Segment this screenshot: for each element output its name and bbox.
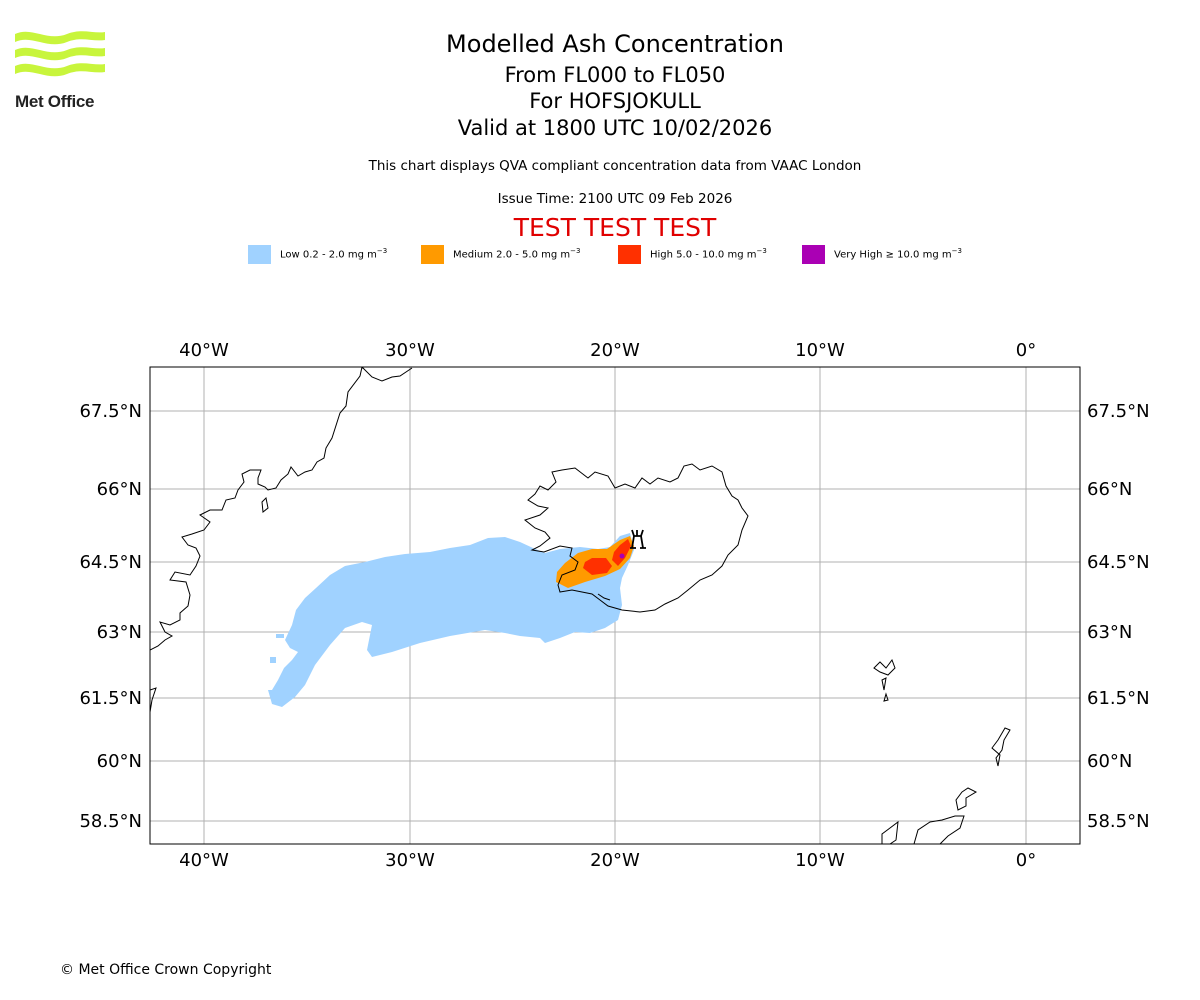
lat-tick-label: 63°N: [97, 622, 142, 643]
legend-item-very-high: Very High ≥ 10.0 mg m−3: [802, 244, 962, 264]
ash-low-area: [268, 533, 634, 707]
legend-swatch-medium: [421, 244, 444, 264]
lat-tick-label: 58.5°N: [79, 811, 142, 832]
lon-tick-label: 0°: [1016, 340, 1036, 361]
lon-tick-label: 10°W: [795, 850, 845, 871]
legend-label-low: Low 0.2 - 2.0 mg m−3: [280, 247, 388, 261]
ash-high-area: [583, 558, 612, 575]
lat-tick-label: 60°N: [1087, 751, 1132, 772]
legend: Low 0.2 - 2.0 mg m−3 Medium 2.0 - 5.0 mg…: [0, 244, 1200, 264]
legend-item-low: Low 0.2 - 2.0 mg m−3: [248, 244, 387, 264]
lat-tick-label: 66°N: [97, 479, 142, 500]
test-banner: TEST TEST TEST: [513, 213, 717, 242]
lat-tick-label: 58.5°N: [1087, 811, 1150, 832]
logo-text: Met Office: [15, 92, 95, 111]
lon-tick-label: 40°W: [179, 850, 229, 871]
lat-ticks-left: 67.5°N 66°N 64.5°N 63°N 61.5°N 60°N 58.5…: [79, 401, 142, 832]
legend-swatch-very-high: [802, 244, 825, 264]
ash-very-high-area: [619, 553, 625, 559]
lat-tick-label: 67.5°N: [79, 401, 142, 422]
legend-item-medium: Medium 2.0 - 5.0 mg m−3: [421, 244, 580, 264]
met-office-logo: [15, 31, 105, 77]
lon-tick-label: 0°: [1016, 850, 1036, 871]
lon-tick-label: 20°W: [590, 850, 640, 871]
lat-tick-label: 60°N: [97, 751, 142, 772]
lat-tick-label: 61.5°N: [79, 688, 142, 709]
lon-tick-label: 30°W: [385, 850, 435, 871]
greenland-coastline: [150, 367, 413, 651]
valid-time: Valid at 1800 UTC 10/02/2026: [457, 116, 773, 140]
lat-tick-label: 66°N: [1087, 479, 1132, 500]
legend-label-very-high: Very High ≥ 10.0 mg m−3: [834, 247, 962, 261]
chart-title: Modelled Ash Concentration: [446, 30, 784, 58]
legend-item-high: High 5.0 - 10.0 mg m−3: [618, 244, 767, 264]
volcano-icon: [630, 529, 646, 549]
iceland-coastline: [523, 463, 749, 613]
flight-levels: From FL000 to FL050: [504, 63, 726, 87]
lon-tick-label: 10°W: [795, 340, 845, 361]
lat-ticks-right: 67.5°N 66°N 64.5°N 63°N 61.5°N 60°N 58.5…: [1087, 401, 1150, 832]
lon-tick-label: 20°W: [590, 340, 640, 361]
orkney-coastline: [955, 787, 978, 811]
lon-ticks-bottom: 40°W 30°W 20°W 10°W 0°: [179, 850, 1036, 871]
shetland-coastline: [991, 727, 1011, 767]
faroe-islands: [873, 658, 896, 702]
map-frame: [149, 366, 1081, 845]
lon-tick-label: 30°W: [385, 340, 435, 361]
issue-time: Issue Time: 2100 UTC 09 Feb 2026: [497, 191, 733, 207]
copyright-notice: © Met Office Crown Copyright: [60, 962, 272, 978]
lat-tick-label: 64.5°N: [1087, 552, 1150, 573]
chart-subtitle: This chart displays QVA compliant concen…: [368, 158, 862, 174]
lat-tick-label: 67.5°N: [1087, 401, 1150, 422]
lon-ticks-top: 40°W 30°W 20°W 10°W 0°: [179, 340, 1036, 361]
legend-label-high: High 5.0 - 10.0 mg m−3: [650, 247, 767, 261]
scotland-coastline: [881, 815, 965, 844]
lat-tick-label: 64.5°N: [79, 552, 142, 573]
volcano-name: For HOFSJOKULL: [529, 89, 701, 113]
legend-swatch-low: [248, 244, 271, 264]
lat-tick-label: 61.5°N: [1087, 688, 1150, 709]
lon-tick-label: 40°W: [179, 340, 229, 361]
legend-swatch-high: [618, 244, 641, 264]
legend-label-medium: Medium 2.0 - 5.0 mg m−3: [453, 247, 581, 261]
lat-tick-label: 63°N: [1087, 622, 1132, 643]
